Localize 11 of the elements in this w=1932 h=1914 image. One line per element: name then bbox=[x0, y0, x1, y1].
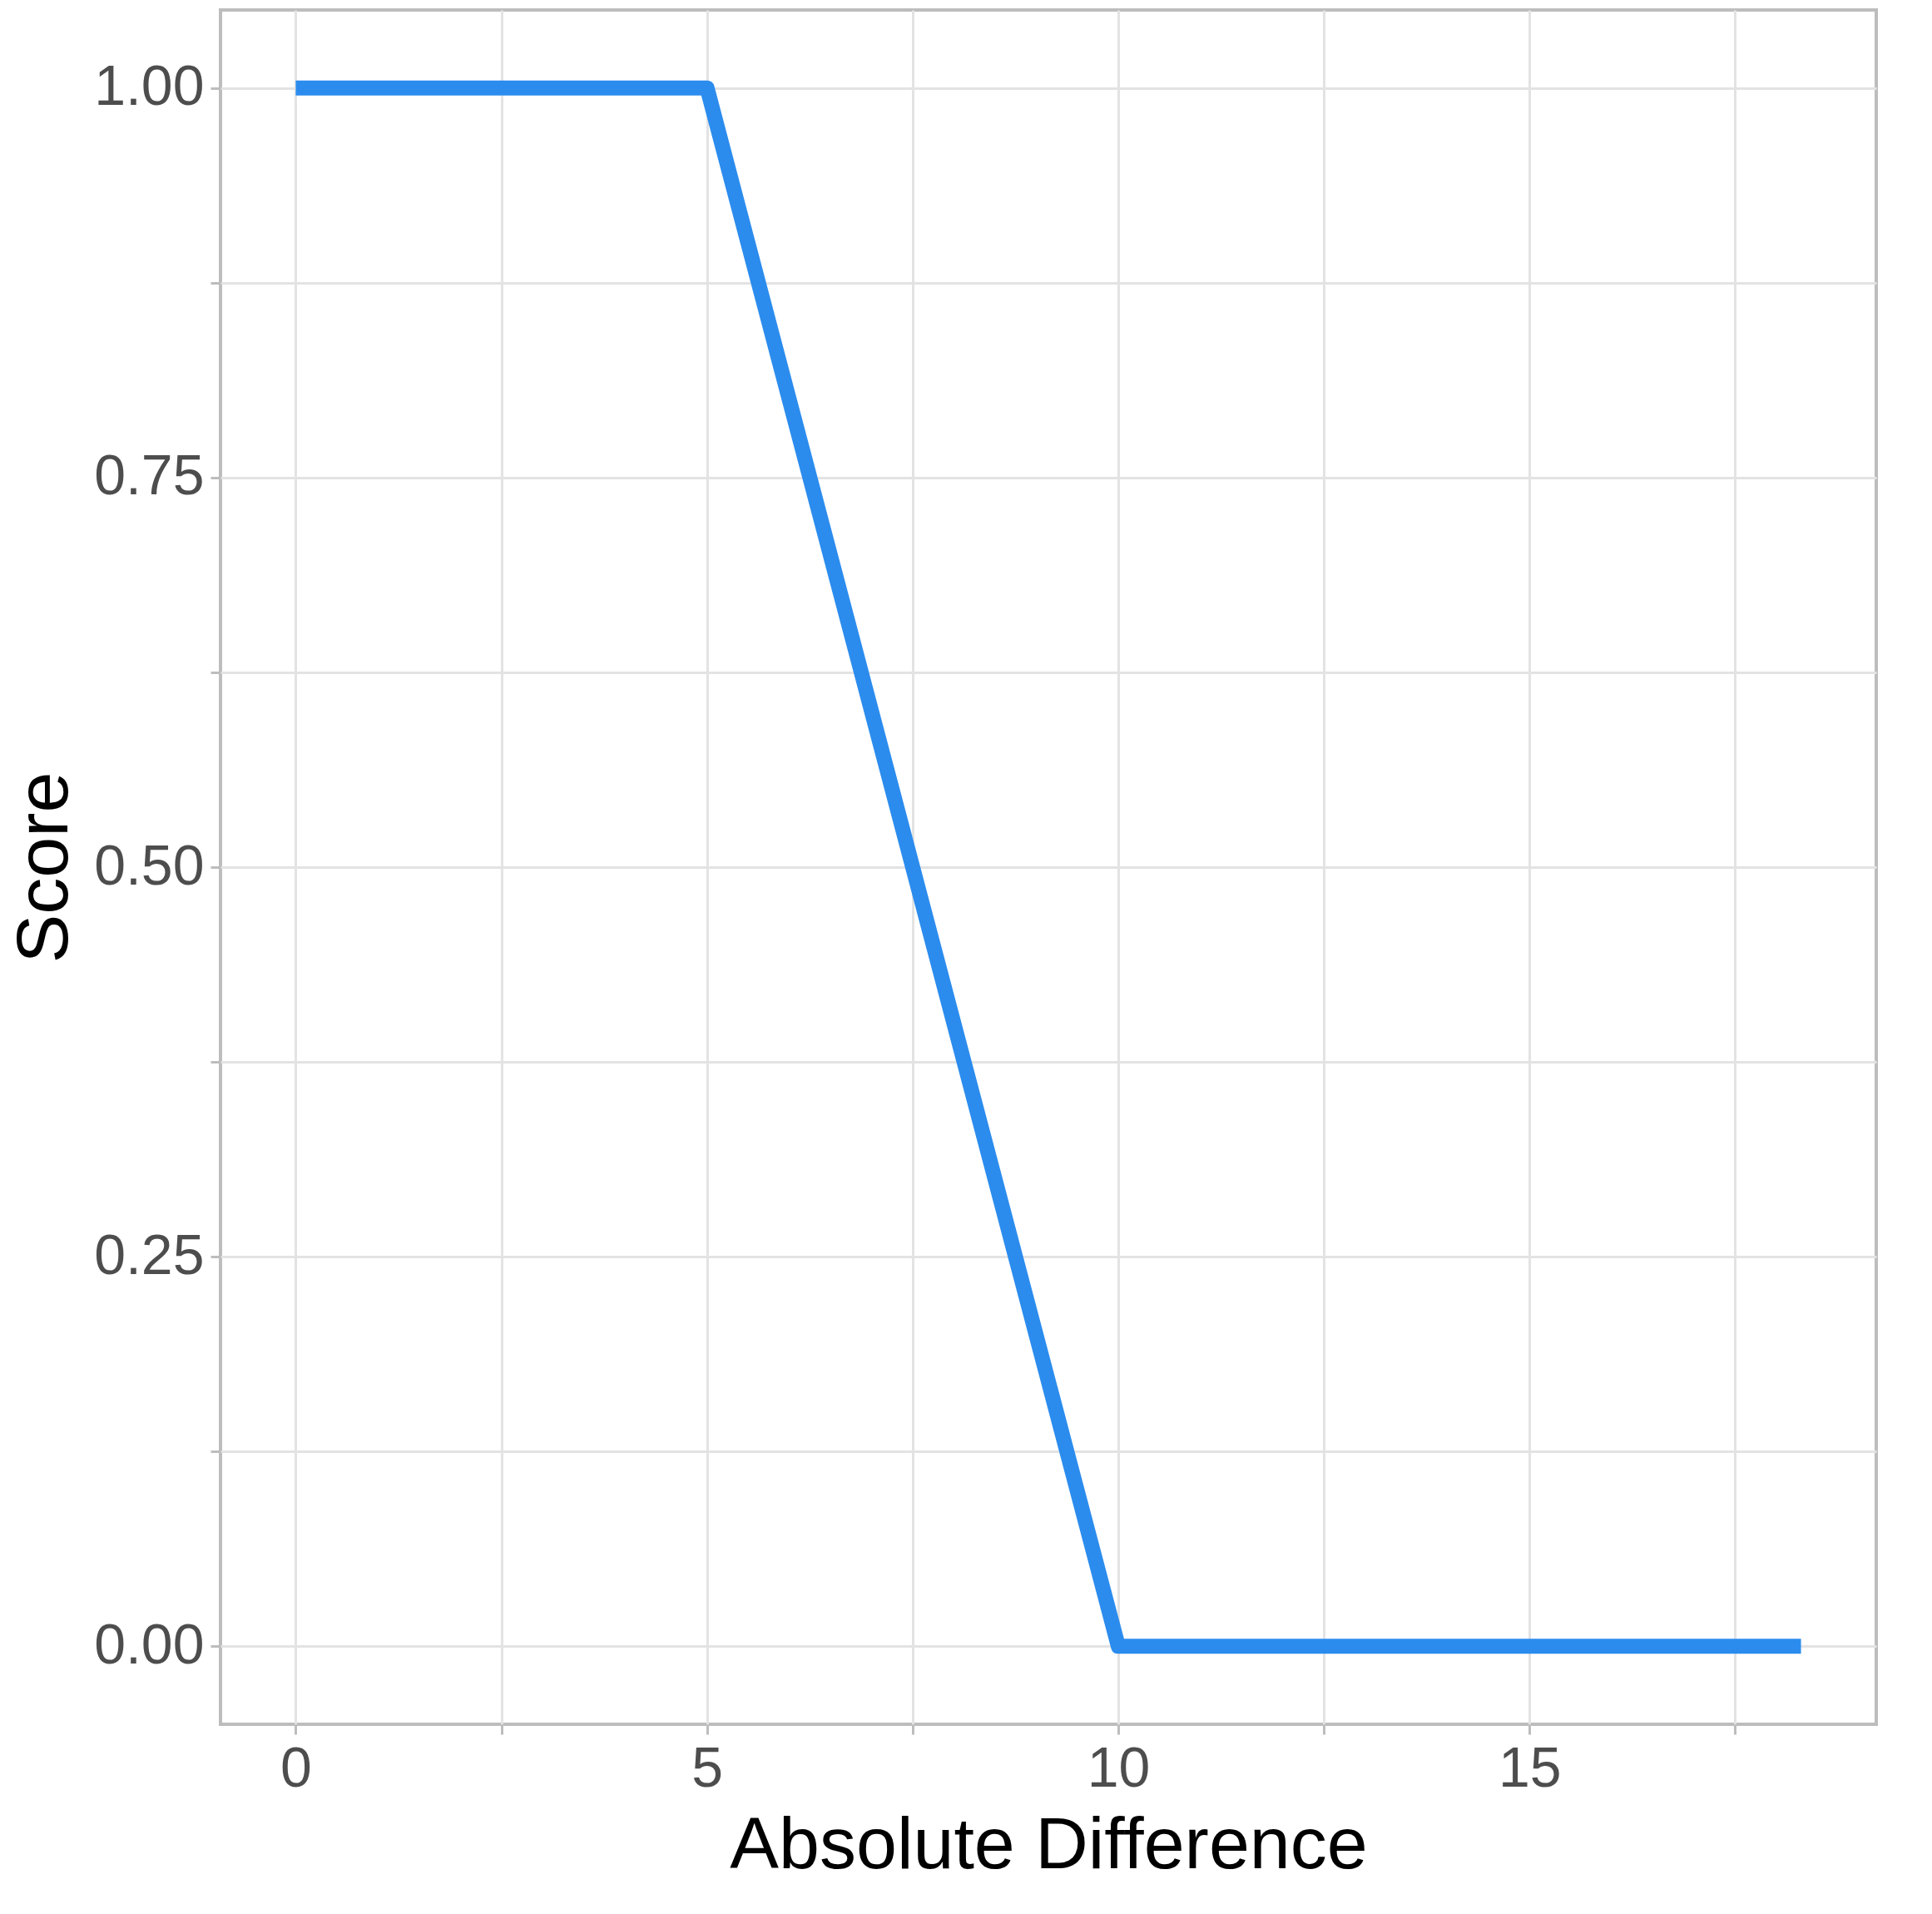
x-tick-label: 0 bbox=[280, 1734, 312, 1798]
text: 0.00 bbox=[94, 1611, 205, 1675]
y-axis-title: Score bbox=[1, 771, 84, 964]
x-tick-label: 5 bbox=[691, 1734, 724, 1798]
y-tick-label: 0.75 bbox=[94, 443, 205, 507]
y-tick-label: 0.50 bbox=[94, 832, 205, 896]
y-tick-label: 1.00 bbox=[94, 53, 205, 117]
x-axis-title: Absolute Difference bbox=[730, 1801, 1368, 1884]
x-tick-label: 10 bbox=[1087, 1734, 1151, 1798]
y-tick-label: 0.25 bbox=[94, 1222, 205, 1286]
x-tick-label: 15 bbox=[1499, 1734, 1562, 1798]
